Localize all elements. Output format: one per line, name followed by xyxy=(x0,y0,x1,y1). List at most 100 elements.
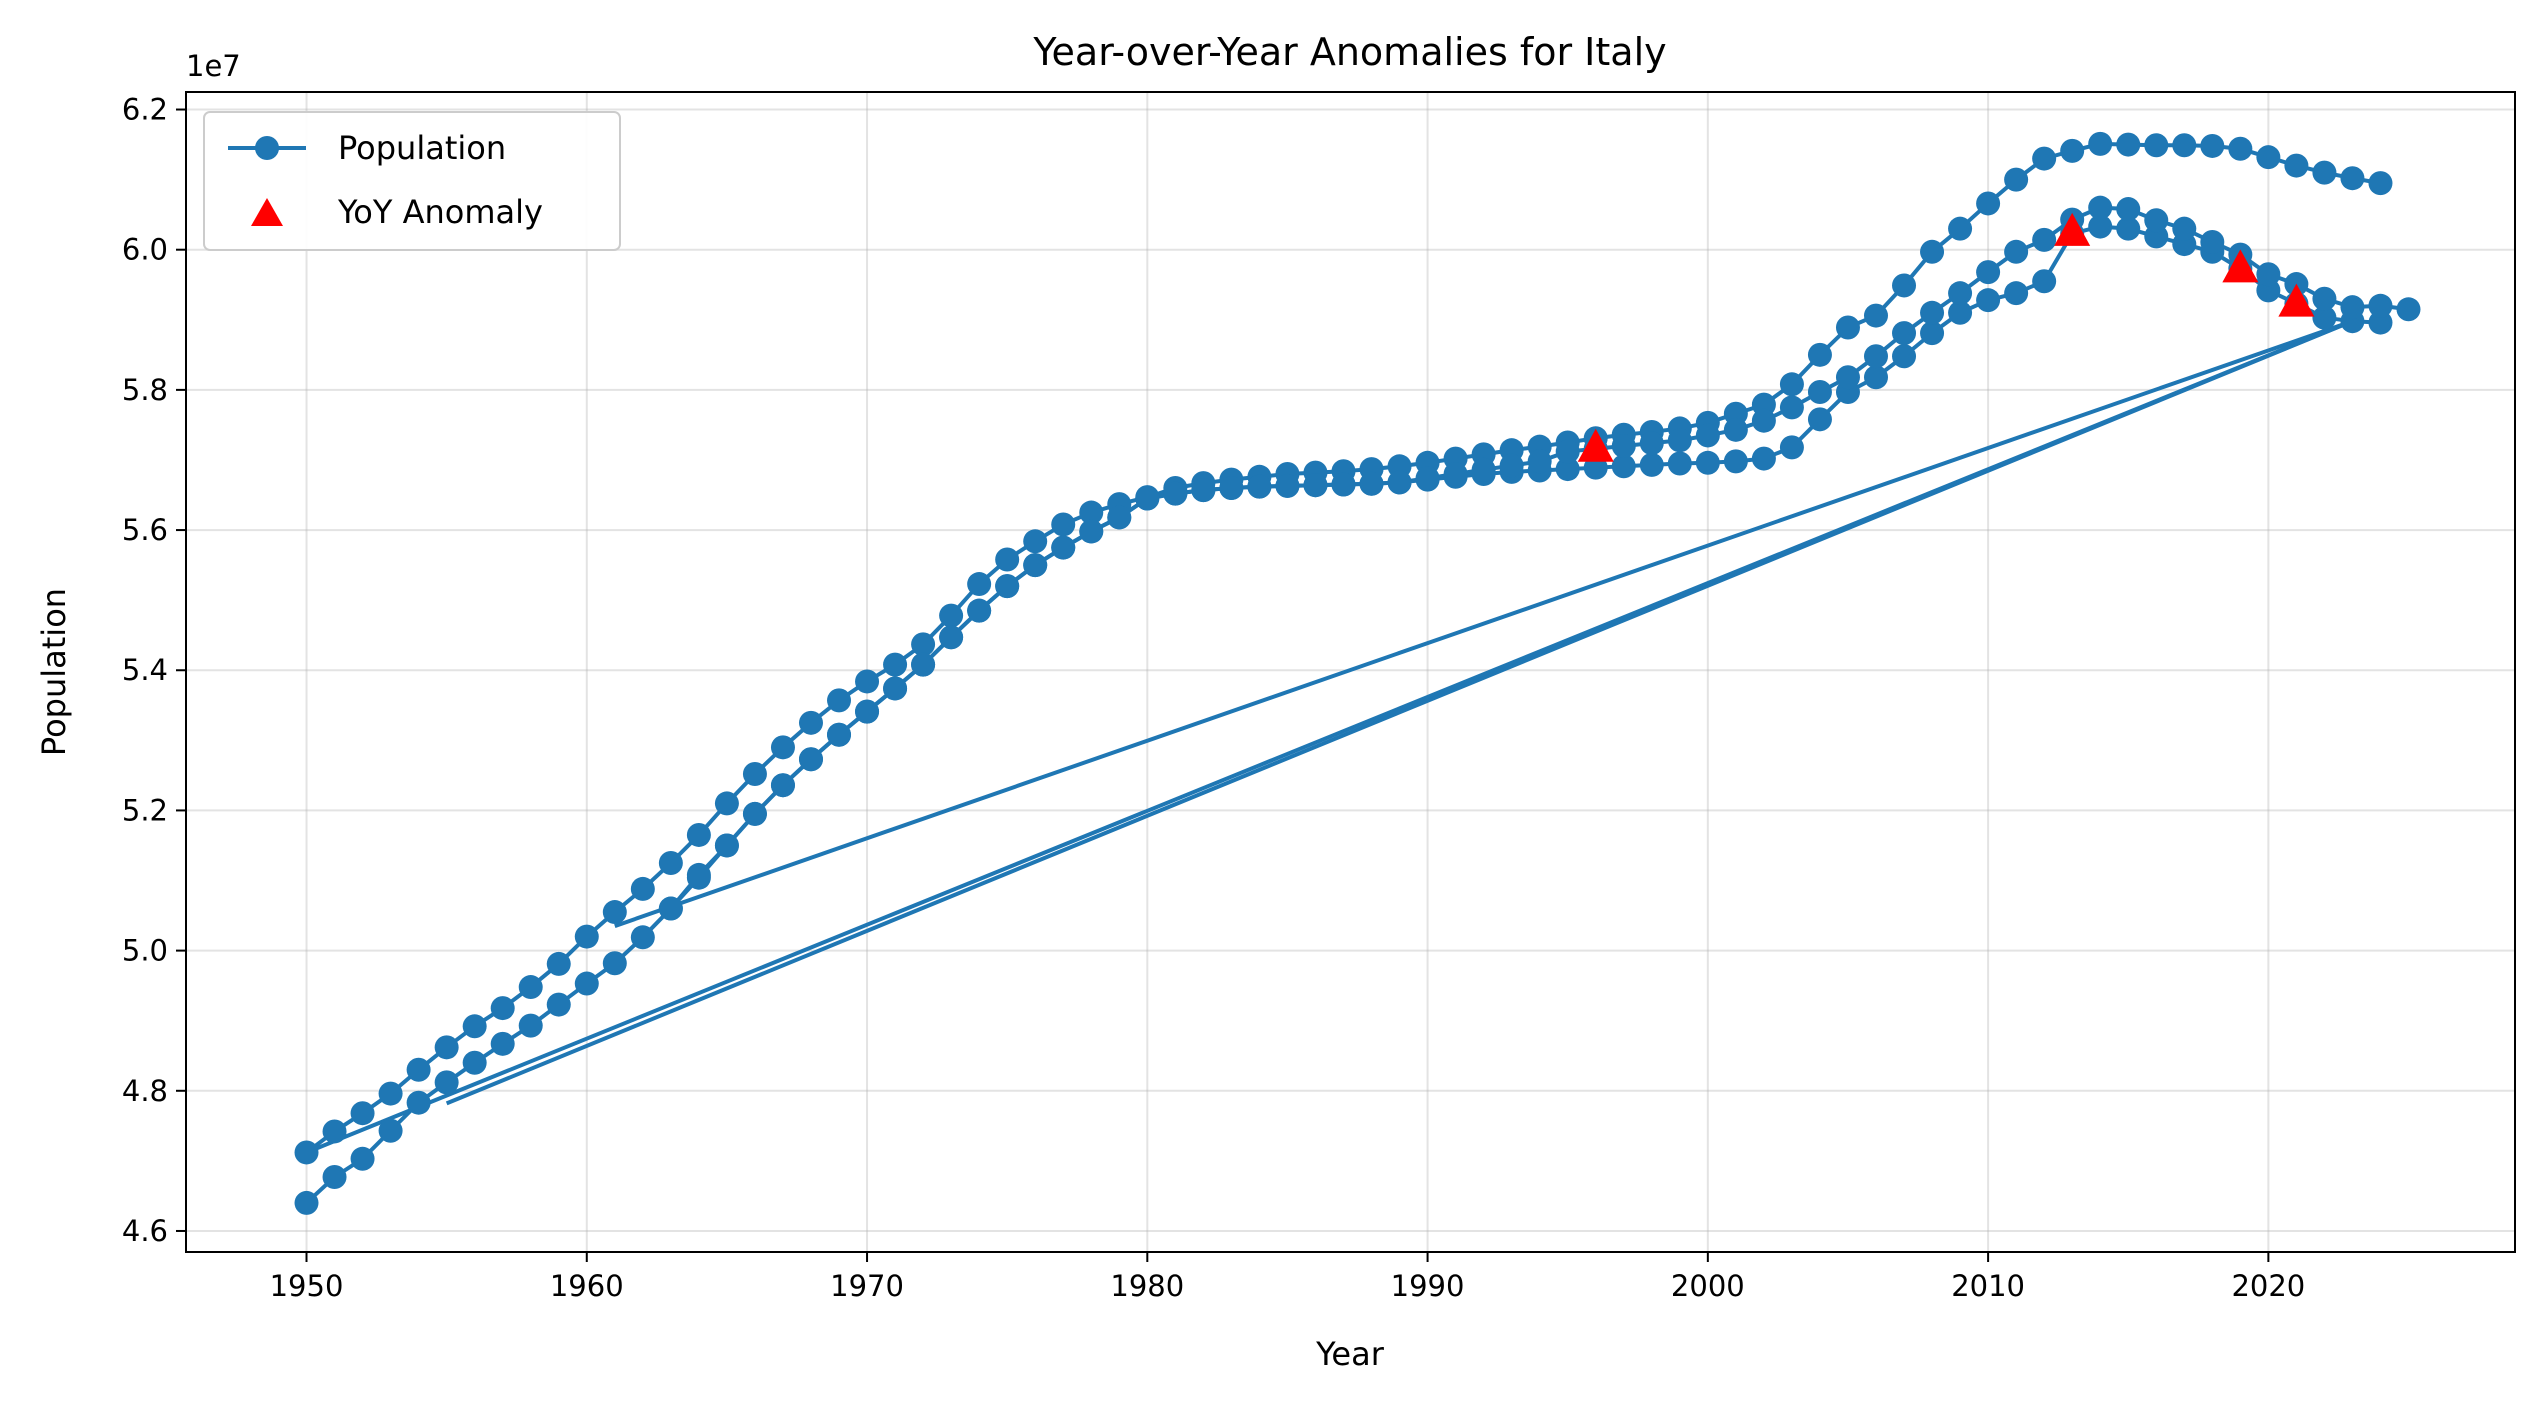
population-point xyxy=(967,572,992,597)
anomaly-marker xyxy=(2054,212,2091,246)
population-point xyxy=(2312,286,2337,311)
population-line-segment xyxy=(305,319,2354,1155)
population-point xyxy=(714,791,739,816)
population-point xyxy=(1976,260,2001,285)
population-point xyxy=(630,925,655,950)
population-point xyxy=(1863,344,1888,369)
population-point xyxy=(574,971,599,996)
population-point xyxy=(1527,449,1552,474)
population-point xyxy=(1079,500,1104,525)
population-point xyxy=(294,1140,319,1165)
population-point xyxy=(798,710,823,735)
population-point xyxy=(1247,474,1272,499)
population-point xyxy=(602,951,627,976)
population-point xyxy=(2144,133,2169,158)
population-point xyxy=(2368,293,2393,318)
anomaly-marker xyxy=(1577,428,1614,462)
population-point xyxy=(1920,321,1945,346)
population-point xyxy=(1107,505,1132,530)
population-point xyxy=(1443,461,1468,486)
population-point xyxy=(1976,288,2001,313)
population-point xyxy=(939,625,964,650)
legend-population-label: Population xyxy=(338,129,506,167)
population-point xyxy=(2172,216,2197,241)
population-point xyxy=(2004,239,2029,264)
population-point xyxy=(1667,451,1692,476)
x-tick-label: 1960 xyxy=(550,1269,624,1303)
y-axis: 4.6 4.8 5.0 5.2 5.4 5.6 5.8 6.0 6.2 xyxy=(122,93,186,1248)
anomaly-marker xyxy=(2222,249,2259,283)
population-point xyxy=(1779,372,1804,397)
population-point xyxy=(1892,321,1917,346)
population-point xyxy=(1779,395,1804,420)
population-point xyxy=(1639,452,1664,477)
population-point xyxy=(406,1090,431,1115)
population-point xyxy=(1051,512,1076,537)
population-point xyxy=(2284,153,2309,178)
population-point xyxy=(2172,133,2197,158)
population-point xyxy=(1303,473,1328,498)
y-tick-label: 5.8 xyxy=(122,373,168,407)
population-point xyxy=(1723,449,1748,474)
population-point xyxy=(378,1118,403,1143)
anomaly-marker xyxy=(2278,283,2315,317)
plot-frame xyxy=(185,91,2516,1253)
population-point xyxy=(1807,407,1832,432)
population-point xyxy=(770,735,795,760)
anomaly-series xyxy=(1577,212,2315,462)
population-point xyxy=(827,688,852,713)
population-point xyxy=(911,632,936,657)
population-point xyxy=(2200,229,2225,254)
population-point xyxy=(658,896,683,921)
population-point xyxy=(1948,300,1973,325)
population-point xyxy=(883,652,908,677)
x-tick-label: 2000 xyxy=(1671,1269,1745,1303)
legend-box xyxy=(203,111,621,251)
population-point xyxy=(2340,295,2365,320)
population-point xyxy=(1667,428,1692,453)
population-point xyxy=(1807,342,1832,367)
population-point xyxy=(2228,136,2253,161)
population-point xyxy=(995,574,1020,599)
x-axis-label: Year xyxy=(1315,1335,1385,1373)
population-point xyxy=(2368,310,2393,335)
legend-anomaly-marker xyxy=(251,198,283,226)
population-point xyxy=(658,850,683,875)
x-axis: 1950 1960 1970 1980 1990 2000 2010 2020 xyxy=(270,1252,2305,1303)
population-point xyxy=(1191,478,1216,503)
population-point xyxy=(1948,216,1973,241)
population-point xyxy=(1051,535,1076,560)
population-point xyxy=(462,1050,487,1075)
population-point xyxy=(1751,408,1776,433)
population-point xyxy=(1079,519,1104,544)
population-point xyxy=(714,833,739,858)
x-tick-label: 2020 xyxy=(2231,1269,2305,1303)
population-point xyxy=(2088,131,2113,156)
population-point xyxy=(2004,281,2029,306)
population-point xyxy=(2312,305,2337,330)
population-point xyxy=(1948,281,1973,306)
population-point xyxy=(1779,435,1804,460)
population-point xyxy=(2116,132,2141,157)
legend: Population YoY Anomaly xyxy=(203,111,621,251)
population-point xyxy=(2060,138,2085,163)
population-point xyxy=(2088,195,2113,220)
population-point xyxy=(1555,457,1580,482)
population-point xyxy=(1387,470,1412,495)
population-point xyxy=(686,822,711,847)
population-point xyxy=(1555,439,1580,464)
y-tick-label: 5.4 xyxy=(122,653,168,687)
population-point xyxy=(434,1035,459,1060)
population-point xyxy=(1611,433,1636,458)
population-point xyxy=(406,1057,431,1082)
population-point xyxy=(995,547,1020,572)
population-point xyxy=(967,598,992,623)
population-point xyxy=(1359,471,1384,496)
population-point xyxy=(742,761,767,786)
population-point xyxy=(2256,145,2281,170)
population-point xyxy=(546,951,571,976)
population-point xyxy=(1920,300,1945,325)
x-tick-label: 1950 xyxy=(270,1269,344,1303)
population-point xyxy=(1611,454,1636,479)
population-point xyxy=(1415,466,1440,491)
